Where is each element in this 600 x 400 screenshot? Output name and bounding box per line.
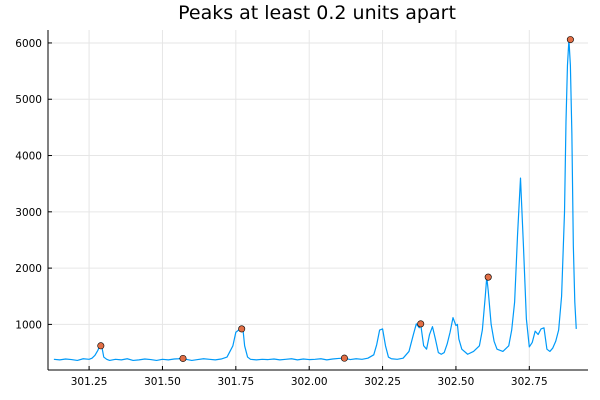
x-tick-label: 302.75 [511,376,548,388]
peak-marker [238,325,246,333]
peak-marker [179,354,187,362]
peak-marker [484,273,492,281]
chart-title: Peaks at least 0.2 units apart [178,2,456,24]
signal-line [53,38,577,362]
axes [47,30,588,371]
x-tick-label: 301.25 [71,376,108,388]
tick-labels: 301.25 301.50 301.75 302.00 302.25 302.50 302.… [15,38,547,388]
peak-marker [97,342,105,350]
peak-marker [417,320,425,328]
y-tick-label: 1000 [15,319,42,331]
peak-markers [97,36,574,362]
x-tick-label: 301.75 [217,376,254,388]
x-tick-label: 301.50 [144,376,181,388]
peak-marker [566,36,574,44]
series [53,38,577,362]
y-tick-label: 3000 [15,207,42,219]
x-tick-label: 302.50 [438,376,475,388]
grid [48,30,588,370]
peak-marker [340,354,348,362]
y-tick-label: 2000 [15,263,42,275]
y-tick-label: 4000 [15,151,42,163]
x-tick-label: 302.00 [291,376,328,388]
x-tick-label: 302.25 [364,376,401,388]
y-tick-label: 5000 [15,94,42,106]
y-tick-label: 6000 [15,38,42,50]
